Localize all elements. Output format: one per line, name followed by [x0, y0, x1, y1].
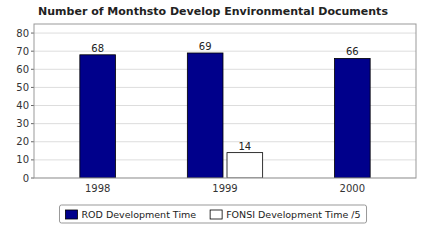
x-tick-label: 1999	[212, 183, 237, 194]
x-tick-label: 2000	[340, 183, 365, 194]
bar	[80, 55, 116, 178]
grid	[34, 33, 416, 178]
y-tick-label: 40	[16, 100, 29, 111]
y-tick-label: 60	[16, 64, 29, 75]
data-label: 66	[346, 46, 359, 57]
chart-svg: Number of Monthsto Develop Environmental…	[0, 0, 426, 240]
y-tick-label: 20	[16, 136, 29, 147]
y-tick-label: 30	[16, 118, 29, 129]
y-tick-label: 10	[16, 154, 29, 165]
y-tick-label: 50	[16, 82, 29, 93]
legend-frame	[59, 205, 366, 223]
bar	[227, 153, 263, 178]
y-tick-label: 70	[16, 46, 29, 57]
legend-swatch	[210, 210, 222, 219]
chart-container: Number of Monthsto Develop Environmental…	[0, 0, 426, 240]
bar	[335, 58, 371, 178]
data-labels: 68 69 14 66	[91, 41, 358, 152]
data-label: 69	[199, 41, 212, 52]
grid-line	[34, 33, 416, 34]
legend-label: ROD Development Time	[81, 209, 196, 220]
legend: ROD Development Time FONSI Development Ti…	[59, 205, 366, 223]
y-tick-label: 80	[16, 28, 29, 39]
bars	[80, 53, 370, 178]
data-label: 14	[238, 141, 251, 152]
data-label: 68	[91, 43, 104, 54]
axes: 0 10 20 30 40 50 60 70 80 1998 1999 2000	[16, 28, 365, 194]
legend-swatch	[65, 210, 77, 219]
title: Number of Monthsto Develop Environmental…	[38, 5, 388, 18]
legend-label: FONSI Development Time /5	[226, 209, 360, 220]
plot-frame	[34, 24, 416, 178]
bar	[187, 53, 223, 178]
x-tick-label: 1998	[85, 183, 110, 194]
y-tick-label: 0	[23, 173, 29, 184]
